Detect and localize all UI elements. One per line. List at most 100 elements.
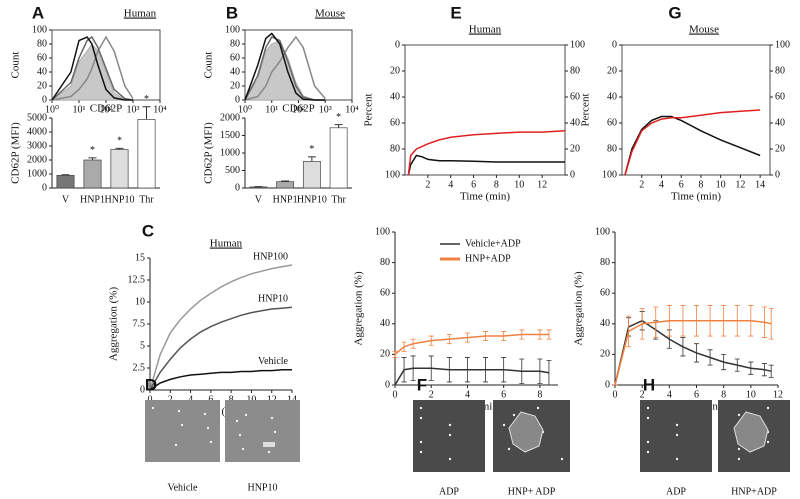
chart-title: Mouse xyxy=(689,24,719,36)
y-tick-label: 80 xyxy=(380,257,390,268)
significance-mark: * xyxy=(309,144,314,155)
y-tick-label: 0 xyxy=(395,39,400,50)
y-axis-label: Count xyxy=(203,52,215,79)
y-tick-label: 60 xyxy=(230,52,240,63)
y-tick-label: 500 xyxy=(225,165,240,176)
y-axis-label: Percent xyxy=(580,94,592,127)
y-tick-label: 20 xyxy=(607,65,617,76)
bar xyxy=(302,161,321,189)
x-tick-label: 8 xyxy=(229,394,234,405)
speck xyxy=(419,406,423,410)
y-tick-label: 20 xyxy=(380,349,390,360)
y-tick-label: 0 xyxy=(42,94,47,105)
y-tick-label: 60 xyxy=(600,287,610,298)
image-panel: F ADP HNP+ ADP xyxy=(413,375,570,497)
micrograph xyxy=(640,400,712,472)
y-tick-label: 2.5 xyxy=(133,362,146,373)
legend-label: Vehicle+ADP xyxy=(465,238,521,249)
speck xyxy=(180,423,184,427)
y-tick-label: 5 xyxy=(140,340,145,351)
chart-panel: 0 500 1000 1500 2000 CD62P (MFI) V HNP1 HNP10 * Th… xyxy=(203,112,352,205)
speck xyxy=(536,406,540,410)
y-tick-label: 1500 xyxy=(220,130,240,141)
data-line xyxy=(244,32,326,101)
data-line xyxy=(394,333,549,355)
x-tick-label: HNP1 xyxy=(273,194,298,205)
data-line xyxy=(244,36,326,101)
speck xyxy=(206,426,210,430)
y-tick-label: 80 xyxy=(37,38,47,49)
x-tick-label: 10 xyxy=(716,179,726,190)
x-tick-label: 10⁰ xyxy=(238,104,252,115)
y-tick-label: 40 xyxy=(380,318,390,329)
data-line xyxy=(149,264,293,391)
plot-frame xyxy=(404,44,566,176)
y-tick-label: 3000 xyxy=(27,140,47,151)
y-tick-label: 20 xyxy=(230,80,240,91)
y-tick-label: 20 xyxy=(37,80,47,91)
y-tick-label: 80 xyxy=(600,257,610,268)
bar xyxy=(56,175,75,189)
panel-letter: E xyxy=(450,3,461,22)
data-line xyxy=(51,35,134,101)
y2-tick-label: 40 xyxy=(775,117,785,128)
x-tick-label: HNP1 xyxy=(80,194,105,205)
image-panel: H ADP HNP+ADP xyxy=(640,375,790,497)
data-line xyxy=(51,35,134,101)
x-tick-label: Thr xyxy=(139,194,154,205)
x-tick-label: 0 xyxy=(613,389,618,400)
x-tick-label: 8 xyxy=(537,389,542,400)
x-tick-label: 10⁰ xyxy=(45,104,59,115)
x-tick-label: 14 xyxy=(755,179,765,190)
speck xyxy=(560,457,564,461)
x-tick-label: 10⁴ xyxy=(345,104,359,115)
y-axis-label: CD62P (MFI) xyxy=(10,122,22,184)
x-tick-label: 4 xyxy=(188,394,193,405)
y-tick-label: 7.5 xyxy=(133,318,146,329)
x-tick-label: 8 xyxy=(494,179,499,190)
speck xyxy=(766,440,770,444)
x-axis-label: Time (min) xyxy=(460,191,510,203)
y-tick-label: 1000 xyxy=(27,168,47,179)
x-tick-label: 10³ xyxy=(127,104,140,115)
speck xyxy=(646,416,650,420)
y-tick-label: 100 xyxy=(375,226,390,237)
speck xyxy=(737,447,741,451)
error-bar xyxy=(768,308,774,340)
aggregate xyxy=(508,411,544,453)
image-caption: Vehicle xyxy=(168,482,199,493)
data-line xyxy=(394,367,550,386)
y-tick-label: 100 xyxy=(595,226,610,237)
speck xyxy=(448,433,452,437)
y-tick-label: 0 xyxy=(140,384,145,395)
y-tick-label: 40 xyxy=(607,91,617,102)
y-tick-label: 2000 xyxy=(27,154,47,165)
series-label: HNP10 xyxy=(258,294,288,305)
speck xyxy=(675,457,679,461)
y-tick-label: 5000 xyxy=(27,112,47,123)
x-tick-label: 12 xyxy=(267,394,277,405)
x-tick-label: 10⁴ xyxy=(153,104,167,115)
x-tick-label: 2 xyxy=(639,179,644,190)
data-line xyxy=(624,109,761,176)
speck xyxy=(151,406,155,410)
y-tick-label: 80 xyxy=(390,143,400,154)
bar xyxy=(83,159,102,189)
speck xyxy=(267,450,271,454)
image-caption: HNP10 xyxy=(247,482,277,493)
x-tick-label: 4 xyxy=(448,179,453,190)
y-tick-label: 10 xyxy=(135,296,145,307)
speck xyxy=(209,440,213,444)
y-tick-label: 20 xyxy=(600,349,610,360)
x-tick-label: 12 xyxy=(735,179,745,190)
x-tick-label: 2 xyxy=(425,179,430,190)
bar xyxy=(276,181,295,189)
x-tick-label: V xyxy=(62,194,70,205)
data-line xyxy=(244,35,326,101)
series-label: HNP100 xyxy=(253,251,288,262)
y-tick-label: 40 xyxy=(37,66,47,77)
x-tick-label: 2 xyxy=(640,389,645,400)
y-tick-label: 0 xyxy=(612,39,617,50)
speck xyxy=(646,406,650,410)
error-bar xyxy=(281,180,290,182)
